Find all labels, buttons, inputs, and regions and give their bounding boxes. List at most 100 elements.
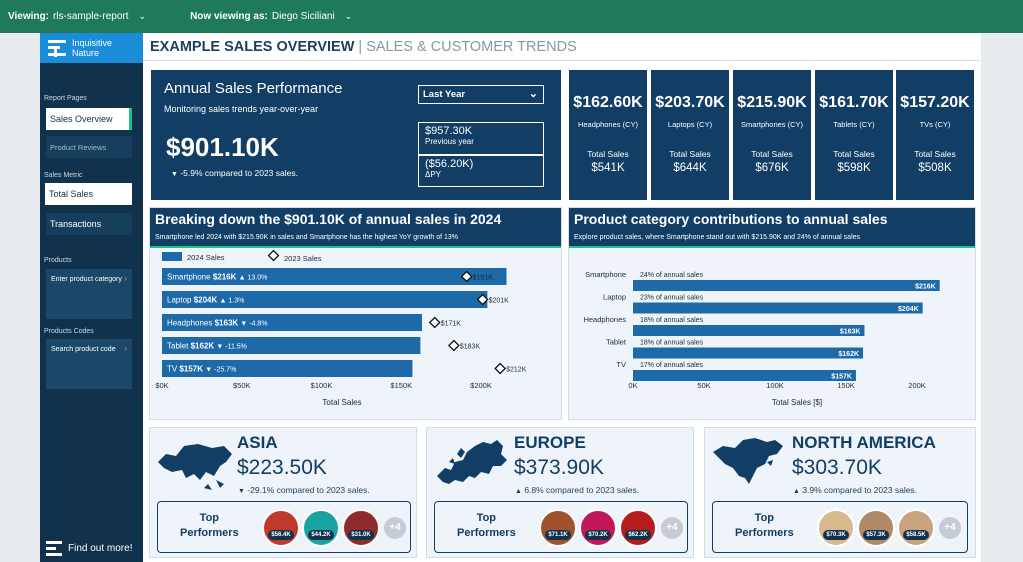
legend-marker-2023 [267, 249, 280, 262]
category-label: Smartphone [585, 270, 626, 279]
share-annotation: 17% of annual sales [640, 362, 704, 369]
x-tick-label: $0K [155, 381, 168, 390]
top-performers[interactable]: Top Performers $56.4K $44.2K $31.0K +4 [157, 501, 411, 553]
avatar[interactable]: $56.4K [262, 509, 300, 547]
metric-transactions[interactable]: Transactions [46, 213, 132, 235]
contribution-header: Product category contributions to annual… [569, 208, 975, 248]
top-performers[interactable]: Top Performers $70.3K $57.3K $58.5K +4 [712, 501, 968, 553]
legend-swatch-2024 [162, 252, 182, 261]
bar [633, 347, 864, 359]
legend-label-2024: 2024 Sales [187, 253, 225, 262]
region-card-europe: EUROPE $373.90K ▲ 6.8% compared to 2023 … [426, 427, 694, 558]
category-label: Headphones [583, 315, 626, 324]
europe-map-icon [437, 440, 507, 484]
nav-sales-overview[interactable]: Sales Overview [46, 108, 132, 130]
performer-badge: $44.2K [308, 530, 334, 540]
bar-2024 [162, 314, 422, 331]
performer-badge: $71.1K [545, 530, 571, 540]
period-dropdown[interactable]: Last Year ⌄ [418, 85, 544, 104]
logo-icon [46, 540, 62, 556]
breakdown-chart[interactable]: 2024 Sales 2023 Sales Smartphone $216K ▲ 1… [150, 248, 561, 419]
category-label: Tablet [606, 338, 627, 347]
bar-label: Smartphone $216K ▲ 13.0% [167, 273, 267, 282]
find-out-more-label: Find out more! [68, 542, 133, 554]
category-label: TV [616, 360, 626, 369]
kpi-card-headphones: $162.60K Headphones (CY) Total Sales $54… [569, 70, 647, 200]
performer-badge: $70.2K [585, 530, 611, 540]
x-tick-label: $100K [311, 381, 333, 390]
bar-2024 [162, 268, 507, 285]
kpi-card-smartphones: $215.90K Smartphones (CY) Total Sales $6… [733, 70, 811, 200]
find-out-more-link[interactable]: Find out more! [46, 540, 132, 556]
sidebar: Inquisitive Nature Report Pages Sales Ov… [40, 33, 143, 562]
share-annotation: 18% of annual sales [640, 317, 704, 324]
more-performers-badge[interactable]: +4 [384, 517, 406, 539]
performer-badge: $56.4K [268, 530, 294, 540]
bar-label: Laptop $204K ▲ 1.3% [167, 296, 244, 305]
avatar[interactable]: $57.3K [857, 509, 895, 547]
delta-value: ($56.20K) [425, 158, 474, 170]
kpi-value: $215.90K [737, 94, 807, 111]
kpi-label: Laptops (CY) [667, 120, 713, 129]
x-tick-label: 0K [628, 381, 637, 390]
product-code-search[interactable]: Search product code › [46, 339, 132, 389]
more-performers-badge[interactable]: +4 [939, 517, 961, 539]
region-value: $223.50K [237, 456, 327, 479]
x-axis-title: Total Sales [$] [772, 398, 822, 407]
avatar[interactable]: $71.1K [539, 509, 577, 547]
avatar[interactable]: $70.2K [579, 509, 617, 547]
contribution-chart[interactable]: Smartphone 24% of annual sales $216K Laptop… [569, 248, 975, 419]
kpi-total-value: $508K [918, 162, 952, 174]
region-name: ASIA [237, 433, 278, 452]
top-performers-label: Top Performers [735, 512, 794, 539]
avatar[interactable]: $31.0K [342, 509, 380, 547]
product-category-placeholder: Enter product category [51, 276, 122, 283]
kpi-total-label: Total Sales [587, 149, 629, 159]
value-label: $157K [831, 374, 852, 381]
region-name: NORTH AMERICA [792, 433, 936, 452]
x-tick-label: 50K [697, 381, 710, 390]
region-card-north-america: NORTH AMERICA $303.70K ▲ 3.9% compared t… [704, 427, 976, 558]
report-pages-label: Report Pages [44, 95, 87, 102]
product-codes-label: Products Codes [44, 328, 94, 335]
asia-map-icon [158, 444, 232, 490]
annual-change: ▼ -5.9% compared to 2023 sales. [171, 168, 298, 178]
avatar[interactable]: $62.2K [619, 509, 657, 547]
marker-2023 [460, 270, 473, 283]
x-tick-label: $50K [233, 381, 251, 390]
more-performers-badge[interactable]: +4 [661, 517, 683, 539]
delta-box: ($56.20K) ΔPY [418, 155, 544, 187]
kpi-card-laptops: $203.70K Laptops (CY) Total Sales $644K [651, 70, 729, 200]
avatar[interactable]: $58.5K [897, 509, 935, 547]
delta-label: ΔPY [425, 170, 442, 179]
product-category-slicer[interactable]: Enter product category › [46, 269, 132, 319]
kpi-card-tvs: $157.20K TVs (CY) Total Sales $508K [896, 70, 974, 200]
top-bar: Viewing: rls-sample-report ⌄ Now viewing… [0, 0, 1023, 33]
breakdown-subtitle: Smartphone led 2024 with $215.90K in sal… [155, 234, 459, 241]
kpi-total-value: $676K [755, 162, 789, 174]
chevron-down-icon: ⌄ [138, 11, 147, 21]
view-as-value: Diego Siciliani [271, 11, 335, 22]
annual-sales-value: $901.10K [166, 132, 279, 162]
avatar[interactable]: $70.3K [817, 509, 855, 547]
bar [633, 280, 940, 291]
top-performers[interactable]: Top Performers $71.1K $70.2K $62.2K +4 [434, 501, 688, 553]
bar [633, 325, 865, 336]
sales-metric-label: Sales Metric [44, 172, 83, 179]
viewing-selector[interactable]: Viewing: rls-sample-report ⌄ [8, 11, 146, 22]
view-as-selector[interactable]: Now viewing as: Diego Siciliani ⌄ [190, 11, 352, 22]
x-tick-label: $200K [470, 381, 492, 390]
kpi-label: TVs (CY) [919, 120, 951, 129]
marker-2023 [476, 293, 489, 306]
previous-year-value: $957.30K [425, 125, 473, 137]
metric-total-sales[interactable]: Total Sales [45, 183, 132, 205]
share-annotation: 23% of annual sales [640, 295, 704, 302]
avatar[interactable]: $44.2K [302, 509, 340, 547]
nav-product-reviews[interactable]: Product Reviews [46, 136, 132, 158]
logo-text: Inquisitive Nature [72, 38, 113, 58]
products-label: Products [44, 257, 72, 264]
logo-icon [48, 39, 66, 57]
divider [143, 60, 981, 61]
marker-label: $201K [489, 298, 510, 305]
kpi-value: $161.70K [819, 94, 889, 111]
